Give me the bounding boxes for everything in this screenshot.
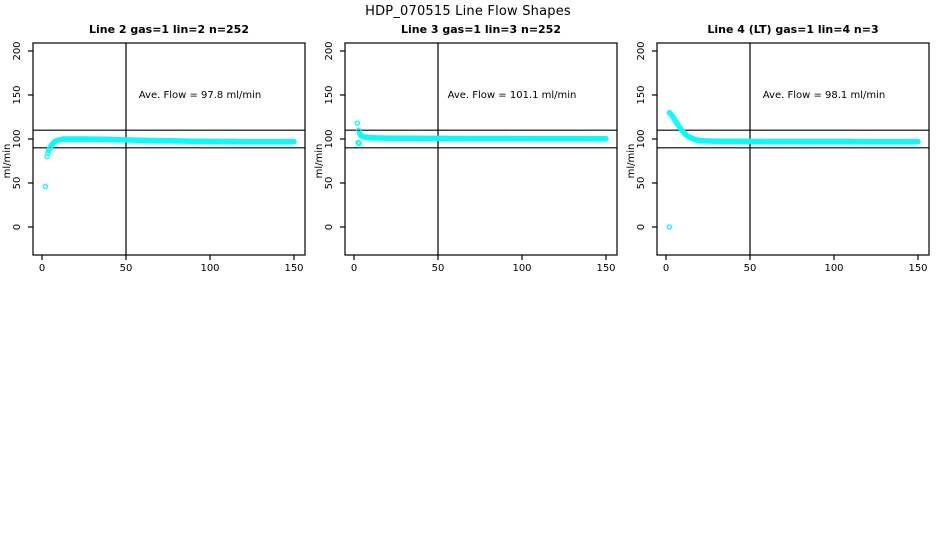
y-tick-label: 50 bbox=[636, 177, 647, 190]
figure-title: HDP_070515 Line Flow Shapes bbox=[365, 4, 571, 19]
x-tick-label: 50 bbox=[744, 263, 757, 274]
data-point bbox=[42, 183, 49, 190]
x-tick-label: 100 bbox=[512, 263, 531, 274]
data-points bbox=[666, 109, 921, 230]
data-point bbox=[354, 120, 361, 126]
data-point bbox=[291, 138, 297, 145]
plot-box bbox=[32, 42, 306, 256]
x-tick-label: 0 bbox=[663, 263, 669, 274]
panel-line-4: Line 4 (LT) gas=1 lin=4 n=3 0 50 100 150 200 0… bbox=[626, 23, 930, 274]
y-tick-label: 200 bbox=[636, 41, 647, 60]
y-tick-label: 100 bbox=[324, 129, 335, 148]
x-tick-label: 0 bbox=[39, 263, 45, 274]
y-tick-label: 50 bbox=[12, 177, 23, 190]
data-points bbox=[42, 136, 297, 190]
data-point bbox=[666, 224, 673, 230]
panel-line-3: Line 3 gas=1 lin=3 n=252 0 50 100 150 200 0 50 1… bbox=[314, 23, 618, 274]
data-point bbox=[915, 138, 921, 145]
y-axis-label: ml/min bbox=[314, 144, 325, 179]
y-tick-label: 100 bbox=[636, 129, 647, 148]
y-tick-label: 150 bbox=[324, 85, 335, 104]
x-tick-label: 50 bbox=[432, 263, 445, 274]
y-tick-label: 200 bbox=[324, 41, 335, 60]
y-tick-label: 200 bbox=[12, 41, 23, 60]
y-tick-label: 150 bbox=[12, 85, 23, 104]
ave-flow-annotation: Ave. Flow = 97.8 ml/min bbox=[139, 90, 261, 101]
y-tick-label: 0 bbox=[324, 224, 335, 230]
x-tick-label: 0 bbox=[351, 263, 357, 274]
panel-title: Line 2 gas=1 lin=2 n=252 bbox=[89, 23, 249, 36]
x-tick-label: 100 bbox=[200, 263, 219, 274]
y-tick-label: 0 bbox=[636, 224, 647, 230]
panel-title: Line 3 gas=1 lin=3 n=252 bbox=[401, 23, 561, 36]
panels-row: Line 2 gas=1 lin=2 n=252 0 50 100 150 200 0 50 1… bbox=[0, 20, 936, 290]
panel-line-2: Line 2 gas=1 lin=2 n=252 0 50 100 150 200 0 50 1… bbox=[2, 23, 306, 274]
plot-box bbox=[344, 42, 618, 256]
x-tick-label: 150 bbox=[596, 263, 615, 274]
panel-title: Line 4 (LT) gas=1 lin=4 n=3 bbox=[707, 23, 878, 36]
x-tick-label: 150 bbox=[908, 263, 927, 274]
data-points bbox=[354, 120, 609, 147]
x-tick-label: 50 bbox=[120, 263, 133, 274]
y-axis-label: ml/min bbox=[626, 144, 637, 179]
data-point bbox=[356, 140, 362, 147]
x-tick-label: 100 bbox=[824, 263, 843, 274]
data-point bbox=[603, 135, 609, 142]
y-tick-label: 0 bbox=[12, 224, 23, 230]
y-axis-label: ml/min bbox=[2, 144, 13, 179]
plot-box bbox=[656, 42, 930, 256]
ave-flow-annotation: Ave. Flow = 98.1 ml/min bbox=[763, 90, 885, 101]
y-tick-label: 150 bbox=[636, 85, 647, 104]
y-tick-label: 50 bbox=[324, 177, 335, 190]
y-tick-label: 100 bbox=[12, 129, 23, 148]
x-tick-label: 150 bbox=[284, 263, 303, 274]
data-point bbox=[45, 150, 51, 156]
ave-flow-annotation: Ave. Flow = 101.1 ml/min bbox=[448, 90, 577, 101]
